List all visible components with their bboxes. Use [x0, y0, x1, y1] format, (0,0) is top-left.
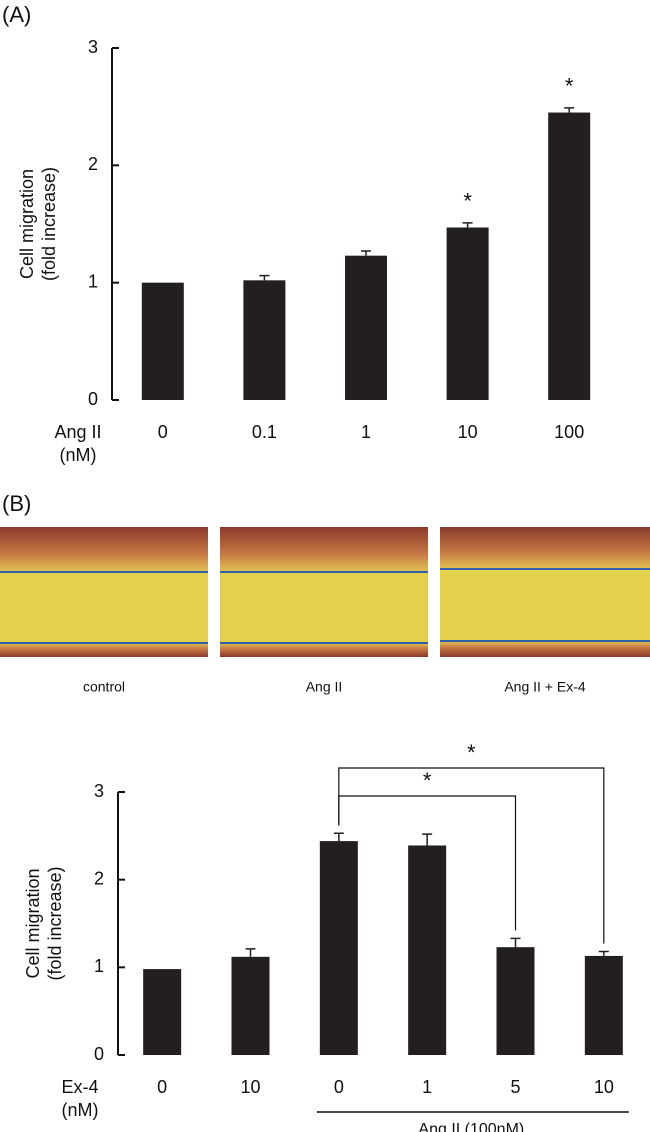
- x-tick-label: 1: [361, 422, 371, 442]
- x-axis-label: (nM): [62, 1100, 99, 1120]
- error-bar: [462, 222, 473, 228]
- x-tick-label: 1: [422, 1077, 432, 1097]
- y-axis-label: (fold increase): [39, 167, 59, 281]
- x-tick-label: 0: [157, 1077, 167, 1097]
- x-axis-label: Ang II: [54, 422, 101, 442]
- error-bar: [361, 250, 371, 256]
- x-tick-label: 0: [158, 422, 168, 442]
- y-tick-label: 1: [94, 956, 104, 976]
- significance-label: *: [463, 189, 472, 214]
- x-tick-label: 10: [458, 422, 478, 442]
- bar: [243, 280, 286, 400]
- x-axis-label: Ex-4: [61, 1077, 98, 1097]
- micrograph: [0, 527, 208, 657]
- y-tick-label: 0: [88, 389, 98, 409]
- x-axis-label: (nM): [60, 445, 97, 465]
- bar: [584, 955, 623, 1055]
- panel-label: (B): [2, 491, 31, 516]
- x-tick-label: 5: [510, 1077, 520, 1097]
- y-tick-label: 0: [94, 1044, 104, 1064]
- error-bar: [245, 948, 256, 957]
- micrograph: [440, 527, 650, 657]
- panel-label: (A): [2, 2, 31, 27]
- y-tick-label: 3: [94, 781, 104, 801]
- x-tick-label: 10: [594, 1077, 614, 1097]
- error-bar: [598, 950, 609, 956]
- error-bar: [564, 107, 575, 113]
- micrograph-caption: Ang II + Ex-4: [504, 679, 586, 695]
- bar: [319, 841, 358, 1055]
- bar: [141, 282, 184, 400]
- y-axis-label: Cell migration: [17, 169, 37, 279]
- error-bar: [259, 274, 270, 281]
- error-bar: [510, 937, 521, 948]
- bar: [446, 227, 489, 400]
- bar: [231, 956, 270, 1055]
- error-bar: [422, 833, 433, 846]
- significance-label: *: [565, 74, 574, 99]
- x-tick-label: 0: [334, 1077, 344, 1097]
- x-tick-label: 10: [240, 1077, 260, 1097]
- y-tick-label: 3: [88, 37, 98, 57]
- y-tick-label: 2: [88, 154, 98, 174]
- micrograph-caption: control: [83, 679, 125, 695]
- significance-bracket: [338, 767, 605, 944]
- micrograph-caption: Ang II: [306, 679, 343, 695]
- bar: [548, 112, 591, 401]
- error-bar: [333, 832, 344, 842]
- y-axis-label: (fold increase): [45, 866, 65, 980]
- significance-label: *: [467, 740, 476, 765]
- bar: [143, 969, 182, 1055]
- micrograph: [220, 527, 428, 657]
- x-tick-label: 0.1: [252, 422, 277, 442]
- bar: [408, 845, 447, 1055]
- y-tick-label: 2: [94, 868, 104, 888]
- group-label: Ang II (100nM): [418, 1121, 524, 1132]
- y-tick-label: 1: [88, 271, 98, 291]
- bar: [345, 255, 387, 400]
- x-tick-label: 100: [554, 422, 584, 442]
- bar: [496, 947, 535, 1055]
- y-axis-label: Cell migration: [23, 868, 43, 978]
- significance-label: *: [423, 768, 432, 793]
